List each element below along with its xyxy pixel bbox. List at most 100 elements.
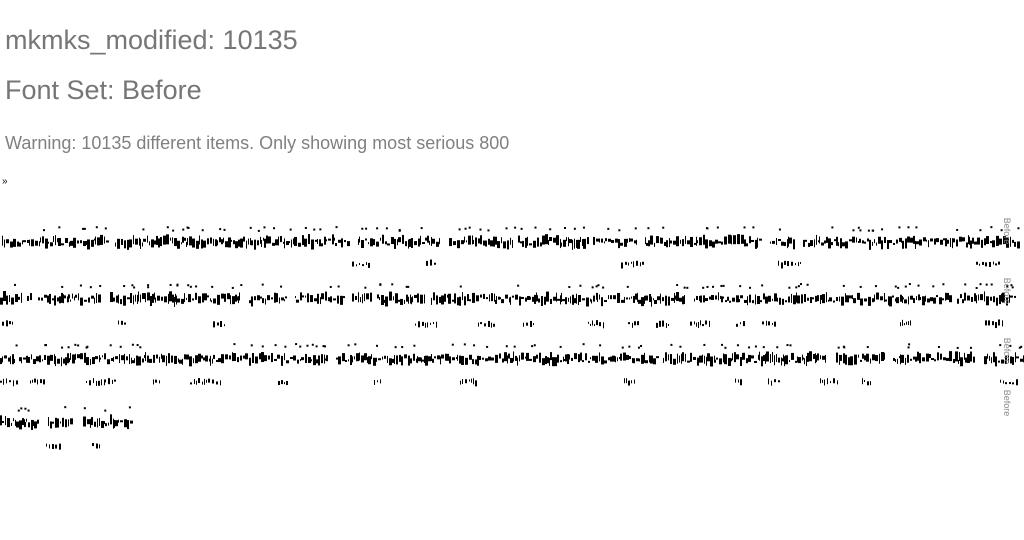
glyph-mark [355,295,357,300]
glyph-mark [340,295,343,305]
glyph-mark [758,354,759,360]
glyph-mark [996,297,998,306]
glyph-mark [411,297,412,305]
glyph-mark [137,294,138,304]
glyph-mark [271,297,273,300]
glyph-mark [696,236,697,246]
glyph-mark [169,291,172,302]
glyph-mark [308,357,311,364]
glyph-mark [933,297,936,304]
glyph-mark [485,240,487,247]
glyph-mark [663,357,664,363]
glyph-mark [188,294,191,303]
glyph-mark [408,239,409,249]
glyph-mark [520,241,522,244]
glyph-mark [545,356,547,365]
glyph-mark [10,356,11,365]
glyph-mark [772,351,773,362]
glyph-mark [223,237,224,243]
glyph-mark [555,357,557,367]
glyph-mark [998,360,1000,363]
glyph-mark [964,352,965,360]
glyph-mark [18,296,20,300]
glyph-fragment [640,262,641,267]
glyph-mark [931,358,934,361]
glyph-mark [728,234,731,244]
glyph-mark [819,236,820,244]
glyph-mark [461,355,464,365]
glyph-mark [656,356,659,359]
glyph-mark [685,235,686,244]
glyph-fragment [286,381,288,386]
glyph-mark [752,300,754,304]
glyph-mark [281,297,284,301]
glyph-mark [964,292,966,301]
glyph-mark [479,356,481,361]
glyph-mark [836,236,838,246]
glyph-fragment [34,378,36,383]
glyph-mark [186,241,187,247]
glyph-fragment [988,320,990,326]
glyph-mark [526,352,529,361]
glyph-mark [87,239,90,250]
glyph-mark [791,293,792,303]
glyph-mark [536,292,537,302]
glyph-mark [9,295,10,303]
glyph-mark [142,358,144,363]
glyph-mark [544,296,546,305]
glyph-mark [72,293,73,299]
glyph-mark [641,354,644,364]
glyph-mark [637,292,638,302]
glyph-mark [531,345,534,348]
glyph-mark [101,420,104,428]
glyph-mark [172,237,173,244]
glyph-mark [106,240,109,243]
glyph-mark [439,238,440,245]
glyph-mark [135,238,138,245]
glyph-mark [487,229,490,232]
expand-toggle[interactable]: » [2,176,8,187]
glyph-mark [248,238,249,245]
glyph-mark [356,353,359,362]
glyph-mark [955,351,958,362]
glyph-mark [724,346,727,349]
glyph-mark [176,283,179,286]
glyph-fragment [530,320,532,327]
glyph-mark [210,237,212,244]
glyph-mark [364,293,365,302]
glyph-mark [31,354,32,360]
glyph-mark [742,352,745,360]
glyph-mark [766,351,769,362]
glyph-mark [907,346,910,349]
glyph-mark [142,228,145,231]
glyph-mark [306,344,309,347]
glyph-mark [754,360,757,363]
glyph-mark [276,293,278,303]
glyph-mark [195,285,198,288]
glyph-mark [27,295,29,301]
glyph-mark [361,227,364,230]
glyph-mark [928,240,929,248]
glyph-fragment [740,322,741,325]
glyph-mark [995,356,997,367]
glyph-mark [602,286,605,289]
glyph-fragment [979,263,980,266]
glyph-mark [836,297,838,302]
glyph-mark [466,240,467,243]
glyph-mark [83,416,86,427]
glyph-mark [47,295,49,303]
glyph-mark [593,236,595,245]
glyph-mark [153,354,155,363]
glyph-fragment [1009,382,1011,385]
glyph-mark [972,237,974,244]
glyph-mark [468,226,471,229]
glyph-mark [385,227,388,230]
glyph-mark [325,291,327,301]
glyph-mark [268,236,271,244]
glyph-mark [402,234,404,244]
glyph-mark [274,358,277,361]
glyph-mark [624,238,627,247]
glyph-mark [617,292,620,303]
glyph-mark [662,226,665,229]
glyph-mark [414,294,417,298]
